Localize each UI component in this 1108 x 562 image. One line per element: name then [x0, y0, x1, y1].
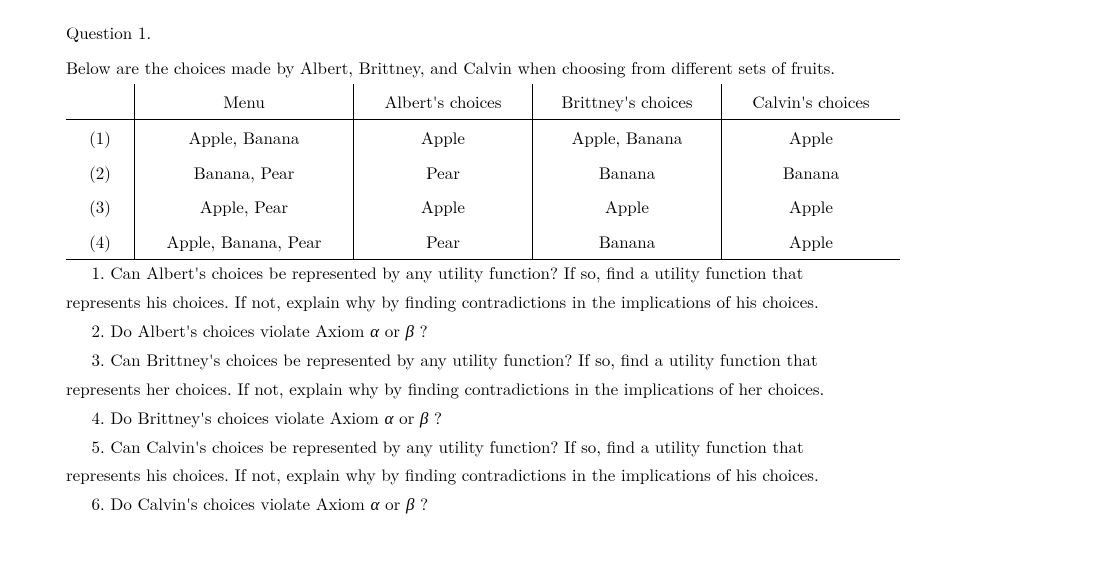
intro-text: Below are the choices made by Albert, Br… — [66, 53, 1042, 82]
question-4: 4. Do Brittney's choices violate Axiom α… — [66, 403, 1042, 432]
row-num: (3) — [66, 189, 135, 224]
cell-albert: Pear — [354, 224, 533, 259]
cell-brittney: Apple — [533, 189, 722, 224]
question-title: Question 1. — [66, 18, 1042, 47]
cell-menu: Apple, Pear — [135, 189, 354, 224]
question-6: 6. Do Calvin's choices violate Axiom α o… — [66, 489, 1042, 518]
cell-albert: Apple — [354, 189, 533, 224]
cell-calvin: Apple — [722, 189, 901, 224]
question-5-line2: represents his choices. If not, explain … — [66, 460, 1042, 489]
th-blank — [66, 84, 135, 119]
th-menu: Menu — [135, 84, 354, 119]
cell-calvin: Apple — [722, 119, 901, 154]
question-3-line2: represents her choices. If not, explain … — [66, 374, 1042, 403]
th-calvin: Calvin's choices — [722, 84, 901, 119]
document-body: Question 1. Below are the choices made b… — [66, 18, 1042, 518]
cell-brittney: Banana — [533, 155, 722, 190]
table-row: (3) Apple, Pear Apple Apple Apple — [66, 189, 900, 224]
th-brittney: Brittney's choices — [533, 84, 722, 119]
cell-brittney: Apple, Banana — [533, 119, 722, 154]
cell-albert: Apple — [354, 119, 533, 154]
cell-menu: Banana, Pear — [135, 155, 354, 190]
cell-calvin: Banana — [722, 155, 901, 190]
table-row: (2) Banana, Pear Pear Banana Banana — [66, 155, 900, 190]
table-row: (4) Apple, Banana, Pear Pear Banana Appl… — [66, 224, 900, 259]
cell-albert: Pear — [354, 155, 533, 190]
cell-menu: Apple, Banana, Pear — [135, 224, 354, 259]
cell-brittney: Banana — [533, 224, 722, 259]
question-1-line2: represents his choices. If not, explain … — [66, 287, 1042, 316]
question-5-line1: 5. Can Calvin's choices be represented b… — [66, 432, 1042, 461]
choices-table: Menu Albert's choices Brittney's choices… — [66, 84, 900, 260]
table-row: (1) Apple, Banana Apple Apple, Banana Ap… — [66, 119, 900, 154]
row-num: (2) — [66, 155, 135, 190]
question-2: 2. Do Albert's choices violate Axiom α o… — [66, 316, 1042, 345]
th-albert: Albert's choices — [354, 84, 533, 119]
cell-calvin: Apple — [722, 224, 901, 259]
cell-menu: Apple, Banana — [135, 119, 354, 154]
row-num: (1) — [66, 119, 135, 154]
question-3-line1: 3. Can Brittney's choices be represented… — [66, 345, 1042, 374]
row-num: (4) — [66, 224, 135, 259]
question-1-line1: 1. Can Albert's choices be represented b… — [66, 258, 1042, 287]
